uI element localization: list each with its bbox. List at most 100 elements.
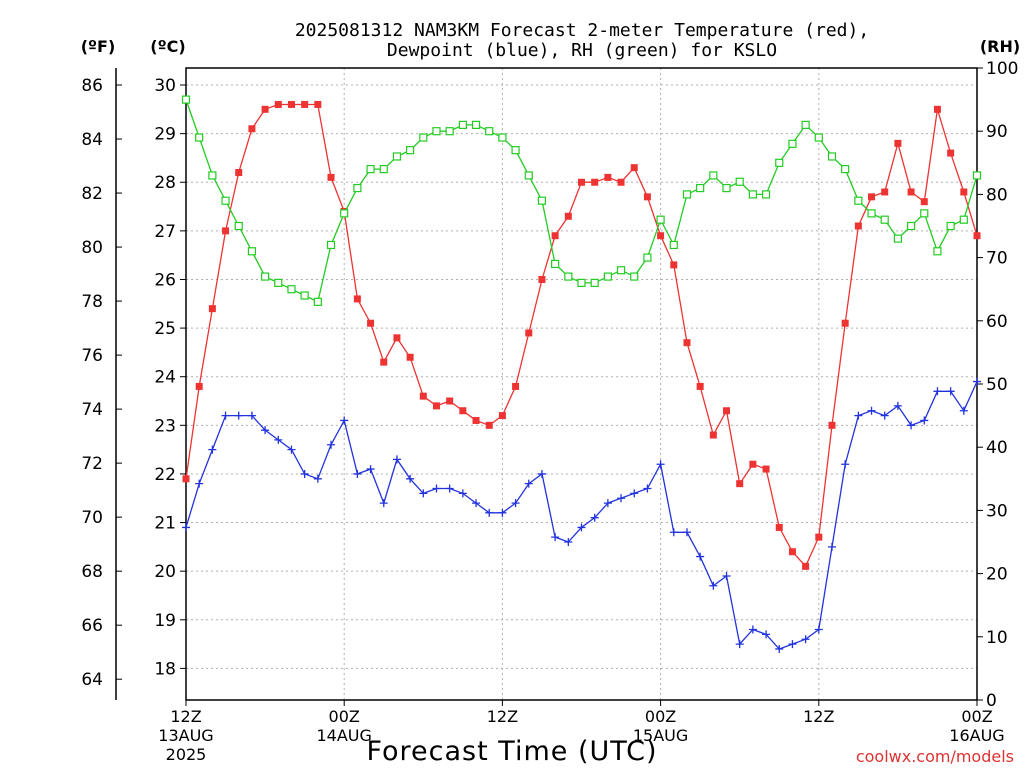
rh-point <box>498 133 507 142</box>
dewpoint-point <box>735 640 744 649</box>
x-axis-label: Forecast Time (UTC) <box>366 736 657 767</box>
rh-point <box>247 247 257 256</box>
temperature-series <box>182 100 981 570</box>
celsius-tick-label: 24 <box>154 368 176 388</box>
dewpoint-point <box>524 479 533 488</box>
rh-point <box>841 165 850 174</box>
temperature-point <box>907 188 915 196</box>
rh-point <box>564 272 573 281</box>
rh-point <box>603 272 612 281</box>
time-tick-label: 00Z <box>329 707 360 726</box>
dewpoint-point <box>261 426 270 435</box>
temperature-point <box>643 193 651 201</box>
temperature-point <box>182 475 190 483</box>
dewpoint-point <box>458 489 467 498</box>
temperature-point <box>512 382 520 390</box>
rh-point <box>643 253 652 262</box>
rh-series <box>181 95 982 306</box>
temperature-point <box>604 173 612 181</box>
dewpoint-point <box>274 435 283 444</box>
temperature-point <box>538 275 546 283</box>
time-tick-label: 12Z <box>803 707 834 726</box>
time-tick-label: 12Z <box>170 707 201 726</box>
fahrenheit-axis: 64 66 68 70 72 74 76 78 80 82 84 86 <box>81 68 122 700</box>
rh-point <box>946 221 955 231</box>
dewpoint-point <box>959 406 968 415</box>
rh-point <box>313 297 322 306</box>
rh-tick-label: 60 <box>986 312 1008 332</box>
dewpoint-point <box>827 542 836 551</box>
temperature-point <box>314 100 322 108</box>
dewpoint-point <box>221 411 230 420</box>
dewpoint-point <box>247 411 256 420</box>
temperature-point <box>775 523 783 531</box>
fahrenheit-tick-label: 80 <box>81 238 103 258</box>
celsius-tick-label: 26 <box>154 270 176 290</box>
temperature-point <box>881 188 889 196</box>
chart-title-line2: Dewpoint (blue), RH (green) for KSLO <box>387 40 777 61</box>
fahrenheit-tick-label: 70 <box>81 508 103 528</box>
rh-point <box>682 190 692 199</box>
rh-point <box>208 171 217 180</box>
chart-title-line1: 2025081312 NAM3KM Forecast 2-meter Tempe… <box>295 20 869 41</box>
fahrenheit-tick-label: 66 <box>81 616 103 636</box>
dewpoint-point <box>841 460 850 469</box>
rh-point <box>326 240 336 250</box>
dewpoint-point <box>630 489 639 498</box>
rh-point <box>656 215 665 224</box>
celsius-tick-label: 23 <box>154 416 176 436</box>
dewpoint-point <box>340 416 349 425</box>
rh-point <box>340 209 349 218</box>
rh-point <box>616 266 626 275</box>
temperature-point <box>868 193 876 201</box>
rh-point <box>735 177 744 186</box>
temperature-point <box>419 392 427 400</box>
temperature-point <box>683 339 691 347</box>
dewpoint-point <box>564 538 573 546</box>
time-tick-label: 00Z <box>645 707 676 726</box>
time-tick-year: 2025 <box>166 745 207 764</box>
rh-point <box>696 183 705 193</box>
temperature-point <box>630 164 638 172</box>
rh-point <box>485 127 494 136</box>
dewpoint-point <box>814 625 823 634</box>
temperature-point <box>591 178 599 186</box>
dewpoint-point <box>313 474 322 483</box>
celsius-tick-label: 25 <box>154 319 176 339</box>
temperature-point <box>736 480 744 488</box>
temperature-point <box>446 397 454 405</box>
temperature-point <box>920 198 928 206</box>
celsius-tick-label: 21 <box>154 514 176 534</box>
fahrenheit-tick-label: 68 <box>81 562 103 582</box>
rh-point <box>195 133 204 142</box>
dewpoint-point <box>551 533 560 542</box>
rh-tick-label: 80 <box>986 185 1008 205</box>
dewpoint-point <box>643 484 652 493</box>
celsius-tick-label: 28 <box>154 173 176 193</box>
temperature-point <box>815 533 823 541</box>
time-tick-label: 00Z <box>961 707 992 726</box>
celsius-tick-label: 22 <box>154 465 176 485</box>
rh-point <box>551 259 560 269</box>
dewpoint-point <box>946 387 955 396</box>
temperature-point <box>657 232 665 240</box>
watermark: coolwx.com/models <box>856 747 1014 766</box>
rh-point <box>880 215 889 224</box>
celsius-tick-label: 27 <box>154 222 176 242</box>
rh-point <box>537 196 547 205</box>
dewpoint-point <box>669 528 678 537</box>
rh-tick-label: 30 <box>986 501 1008 521</box>
temperature-point <box>222 227 230 235</box>
rh-tick-label: 10 <box>986 628 1008 648</box>
temperature-point <box>301 100 309 108</box>
fahrenheit-tick-label: 78 <box>81 292 103 312</box>
rh-point <box>709 171 718 180</box>
dewpoint-point <box>366 465 375 474</box>
rh-point <box>590 278 599 287</box>
rh-point <box>577 278 586 287</box>
dewpoint-point <box>234 411 243 420</box>
dewpoint-point <box>748 625 757 634</box>
temperature-point <box>564 212 572 220</box>
rh-point <box>511 146 520 155</box>
